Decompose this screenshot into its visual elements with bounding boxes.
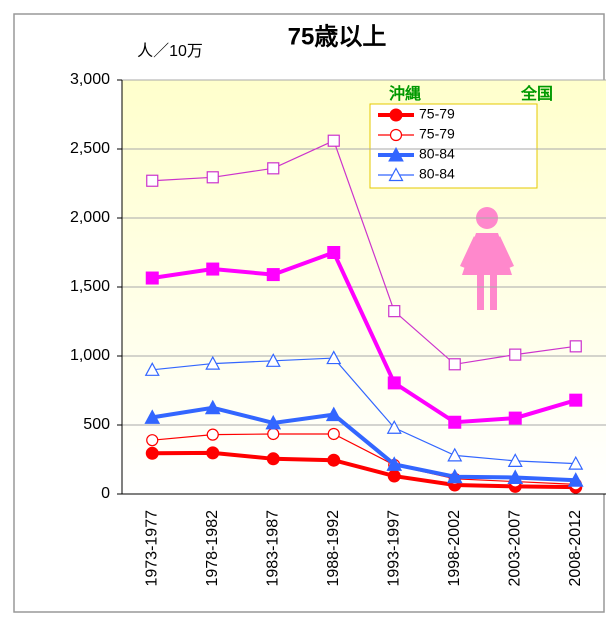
legend-header: 沖縄	[389, 84, 421, 103]
x-tick-label: 2003-2007	[506, 510, 523, 587]
data-point	[388, 305, 401, 318]
data-point	[146, 434, 159, 447]
data-point	[567, 472, 584, 487]
x-tick-label: 1973-1977	[143, 510, 160, 587]
data-point	[205, 355, 221, 370]
data-point	[569, 393, 583, 407]
y-tick-label: 500	[83, 416, 110, 433]
data-point	[386, 456, 403, 471]
series-line	[152, 433, 576, 485]
data-point	[568, 455, 584, 470]
chart-title: 75歳以上	[288, 22, 387, 50]
data-point	[508, 411, 522, 425]
series-line	[152, 139, 576, 365]
data-point	[144, 409, 161, 424]
data-point	[507, 453, 523, 467]
data-point	[326, 350, 342, 365]
legend-marker	[389, 108, 403, 122]
y-tick-label: 2,500	[70, 140, 110, 157]
data-point	[448, 358, 461, 371]
data-point	[206, 446, 220, 460]
y-tick-label: 1,500	[70, 278, 110, 295]
data-point	[145, 446, 159, 460]
x-tick-label: 1998-2002	[446, 510, 463, 587]
data-point	[387, 376, 401, 390]
data-point	[206, 262, 220, 276]
x-tick-label: 1978-1982	[204, 510, 221, 587]
series-line	[151, 405, 576, 483]
x-tick-label: 1983-1987	[264, 510, 281, 587]
data-point	[266, 452, 280, 466]
data-point	[145, 271, 159, 285]
data-point	[204, 399, 221, 415]
legend-label: 80-84	[419, 146, 455, 162]
legend-marker	[388, 167, 404, 182]
data-point	[448, 415, 462, 429]
data-point	[265, 353, 281, 367]
series-line	[151, 249, 577, 425]
legend-header: 全国	[520, 84, 553, 103]
series-line	[152, 357, 576, 465]
data-point	[447, 447, 463, 462]
data-point	[569, 340, 582, 353]
data-point	[327, 427, 340, 441]
data-point	[509, 348, 522, 361]
legend-marker	[388, 146, 404, 162]
legend-label: 75-79	[419, 126, 455, 142]
data-point	[206, 171, 219, 184]
y-axis-label: 人／10万	[137, 42, 203, 60]
data-point	[267, 427, 280, 441]
x-tick-label: 1988-1992	[325, 510, 342, 587]
data-point	[386, 420, 402, 434]
data-point	[446, 468, 463, 484]
x-tick-label: 1993-1997	[385, 510, 402, 587]
y-tick-label: 2,000	[70, 209, 110, 226]
data-point	[327, 134, 340, 147]
data-point	[327, 246, 341, 259]
x-tick-label: 2008-2012	[567, 510, 584, 587]
data-point	[265, 414, 282, 430]
data-point	[325, 406, 342, 422]
data-point	[206, 428, 219, 441]
legend-label: 80-84	[419, 166, 455, 182]
y-tick-label: 1,000	[70, 347, 110, 364]
y-tick-label: 0	[101, 485, 110, 502]
data-point	[387, 469, 401, 483]
data-point	[146, 174, 159, 187]
legend-label: 75-79	[419, 106, 455, 122]
legend-marker	[389, 128, 403, 142]
data-point	[267, 162, 280, 175]
data-point	[266, 268, 280, 282]
data-point	[507, 469, 524, 484]
data-point	[144, 362, 160, 376]
y-tick-label: 3,000	[70, 71, 110, 88]
data-point	[327, 453, 341, 467]
series-line	[152, 450, 576, 490]
